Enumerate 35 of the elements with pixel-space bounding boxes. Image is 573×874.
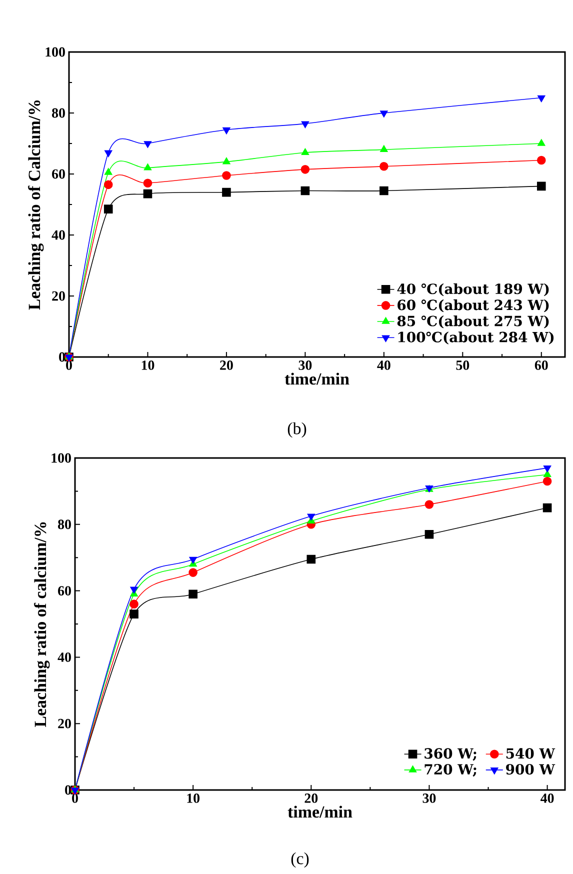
legend-label: 85 ℃(about 275 W)	[397, 315, 549, 328]
legend-label: 900 W	[506, 764, 556, 775]
x-tick-label: 20	[304, 794, 318, 803]
y-tick-label: 40	[58, 652, 71, 662]
y-tick-label: 20	[58, 718, 71, 728]
x-axis-title: time/min	[284, 372, 350, 385]
legend-label: 60 ℃(about 243 W)	[398, 299, 549, 312]
x-axis-title: time/min	[288, 806, 352, 818]
x-tick-label: 50	[456, 360, 470, 370]
y-tick-label: 20	[52, 291, 65, 301]
y-axis-title: Leaching ratio of calcium/%	[34, 522, 50, 727]
y-tick-label: 60	[52, 169, 65, 179]
y-axis-title: Leaching ratio of Calcium/%	[28, 100, 44, 310]
y-tick-label: 100	[46, 47, 65, 57]
legend-label: 720 W;	[424, 764, 476, 777]
legend-label: 100℃(about 284 W)	[398, 332, 554, 344]
x-tick-label: 30	[422, 794, 436, 803]
x-tick-label: 60	[534, 360, 548, 370]
legend-label: 540 W	[506, 748, 556, 759]
legend-label: 40 ℃(about 189 W)	[397, 283, 549, 296]
x-tick-label: 40	[377, 360, 390, 370]
legend-label: 360 W;	[424, 748, 476, 761]
x-tick-label: 30	[298, 360, 312, 370]
text: (c)	[291, 852, 309, 868]
y-tick-label: 80	[58, 520, 71, 530]
x-tick-label: 10	[142, 360, 154, 370]
y-tick-label: 80	[52, 108, 65, 118]
text: (b)	[288, 422, 306, 438]
y-tick-label: 100	[52, 453, 71, 463]
x-tick-label: 0	[72, 794, 78, 803]
x-tick-label: 40	[540, 794, 554, 803]
x-tick-label: 10	[187, 794, 200, 803]
y-tick-label: 60	[58, 586, 71, 596]
x-tick-label: 20	[220, 360, 233, 370]
y-tick-label: 40	[52, 230, 65, 240]
